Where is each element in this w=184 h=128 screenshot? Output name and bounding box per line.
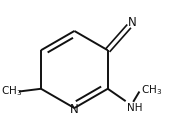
Text: N: N	[70, 103, 79, 116]
Text: NH: NH	[127, 103, 143, 113]
Text: N: N	[128, 16, 137, 29]
Text: CH$_3$: CH$_3$	[1, 85, 22, 98]
Text: CH$_3$: CH$_3$	[141, 83, 162, 97]
